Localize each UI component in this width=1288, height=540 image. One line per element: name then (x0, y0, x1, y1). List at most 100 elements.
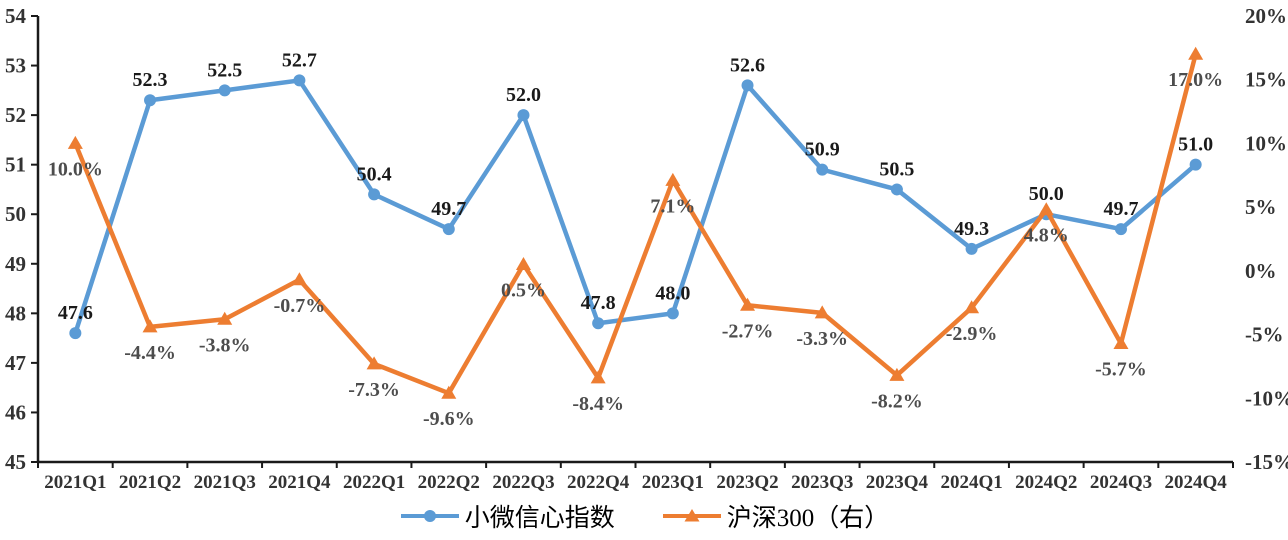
data-point-label: 10.0% (48, 158, 103, 180)
data-point-label: 47.8 (581, 292, 616, 314)
right-axis-tick-label: 20% (1245, 4, 1287, 28)
left-axis-tick-label: 50 (5, 202, 26, 226)
circle-marker-icon (1189, 158, 1202, 171)
triangle-marker-icon (515, 256, 531, 270)
data-point-label: 4.8% (1024, 225, 1069, 247)
x-axis-category-label: 2022Q2 (418, 472, 480, 493)
chart-legend: 小微信心指数 沪深300（右） (0, 498, 1288, 534)
triangle-marker-icon (665, 172, 681, 186)
data-point-label: -2.7% (722, 320, 774, 342)
data-point-label: 52.0 (506, 84, 541, 106)
data-point-label: 52.3 (133, 69, 168, 91)
data-point-label: 47.6 (58, 302, 93, 324)
data-point-label: 50.0 (1029, 183, 1064, 205)
circle-marker-icon (666, 307, 679, 320)
data-point-label: -3.8% (199, 334, 251, 356)
right-axis-tick-label: 15% (1245, 68, 1287, 92)
right-axis-tick-label: -10% (1245, 386, 1288, 410)
triangle-marker-icon (1113, 335, 1129, 349)
triangle-marker-icon (441, 385, 457, 399)
right-axis-tick-label: 0% (1245, 259, 1277, 283)
circle-marker-icon (741, 79, 754, 92)
circle-marker-icon (442, 223, 455, 236)
x-axis-category-label: 2022Q3 (492, 472, 554, 493)
triangle-marker-icon (67, 135, 83, 149)
right-axis-tick-label: -5% (1245, 323, 1284, 347)
triangle-marker-icon (291, 272, 307, 286)
data-point-label: -7.3% (348, 379, 400, 401)
legend-label-csi300: 沪深300（右） (726, 505, 890, 532)
data-point-label: -5.7% (1095, 358, 1147, 380)
data-point-label: 7.1% (650, 195, 695, 217)
x-axis-category-label: 2023Q3 (791, 472, 853, 493)
triangle-marker-icon (590, 370, 606, 384)
x-axis-category-label: 2021Q2 (119, 472, 181, 493)
x-axis-category-label: 2023Q2 (716, 472, 778, 493)
triangle-marker-icon (964, 300, 980, 314)
right-axis-tick-label: -15% (1245, 450, 1288, 474)
data-point-label: 49.7 (431, 198, 466, 220)
data-point-label: 52.6 (730, 54, 765, 76)
legend-label-confidence-index: 小微信心指数 (464, 505, 615, 532)
x-axis-category-label: 2022Q1 (343, 472, 405, 493)
data-point-label: 49.3 (954, 218, 989, 240)
left-axis-tick-label: 53 (5, 54, 26, 78)
data-point-label: 50.4 (357, 163, 392, 185)
data-point-label: 48.0 (655, 282, 690, 304)
x-axis-category-label: 2021Q1 (44, 472, 106, 493)
x-axis-category-label: 2024Q1 (940, 472, 1002, 493)
circle-marker-icon (1114, 223, 1127, 236)
triangle-marker-icon (814, 305, 830, 319)
x-axis-category-label: 2024Q2 (1015, 472, 1077, 493)
circle-marker-icon (69, 327, 82, 340)
data-point-label: -3.3% (796, 328, 848, 350)
triangle-marker-icon (142, 319, 158, 333)
x-axis-category-label: 2024Q4 (1165, 472, 1228, 493)
triangle-marker-icon (366, 356, 382, 370)
circle-marker-icon (592, 317, 605, 330)
triangle-marker-icon (1038, 202, 1054, 216)
data-point-label: -2.9% (946, 323, 998, 345)
circle-marker-icon (965, 242, 978, 255)
triangle-marker-icon (1188, 46, 1204, 60)
right-axis-tick-label: 10% (1245, 131, 1287, 155)
data-point-label: 52.7 (282, 49, 317, 71)
left-axis-tick-label: 48 (5, 301, 26, 325)
left-axis-tick-label: 51 (5, 153, 26, 177)
circle-marker-icon (218, 84, 231, 97)
circle-marker-icon (293, 74, 306, 87)
x-axis-category-label: 2023Q4 (866, 472, 929, 493)
right-axis-tick-label: 5% (1245, 195, 1277, 219)
x-axis-category-label: 2021Q3 (194, 472, 256, 493)
triangle-marker-icon (740, 297, 756, 311)
triangle-marker-icon (217, 311, 233, 325)
data-point-label: -0.7% (274, 295, 326, 317)
triangle-marker-icon (889, 367, 905, 381)
line-circle-marker-icon (400, 510, 459, 522)
left-axis-tick-label: 52 (5, 103, 26, 127)
data-point-label: -8.4% (572, 393, 624, 415)
line-triangle-marker-icon (662, 509, 721, 522)
legend-item-csi300: 沪深300（右） (661, 498, 890, 534)
circle-marker-icon (517, 109, 530, 122)
left-axis-tick-label: 45 (5, 450, 26, 474)
data-point-label: 51.0 (1178, 134, 1213, 156)
data-point-label: 50.9 (805, 139, 840, 161)
circle-marker-icon (816, 163, 829, 176)
x-axis-category-label: 2023Q1 (642, 472, 704, 493)
x-axis-category-label: 2021Q4 (268, 472, 331, 493)
data-point-label: 0.5% (501, 279, 546, 301)
x-axis-category-label: 2022Q4 (567, 472, 630, 493)
data-point-label: -4.4% (124, 342, 176, 364)
data-point-label: -9.6% (423, 408, 475, 430)
left-axis-tick-label: 49 (5, 252, 26, 276)
data-point-label: -8.2% (871, 390, 923, 412)
data-point-label: 50.5 (879, 158, 914, 180)
series-line-csi300 (73, 51, 1198, 396)
circle-marker-icon (144, 94, 157, 107)
x-axis-category-label: 2024Q3 (1090, 472, 1152, 493)
data-point-label: 49.7 (1103, 198, 1138, 220)
circle-marker-icon (890, 183, 903, 196)
